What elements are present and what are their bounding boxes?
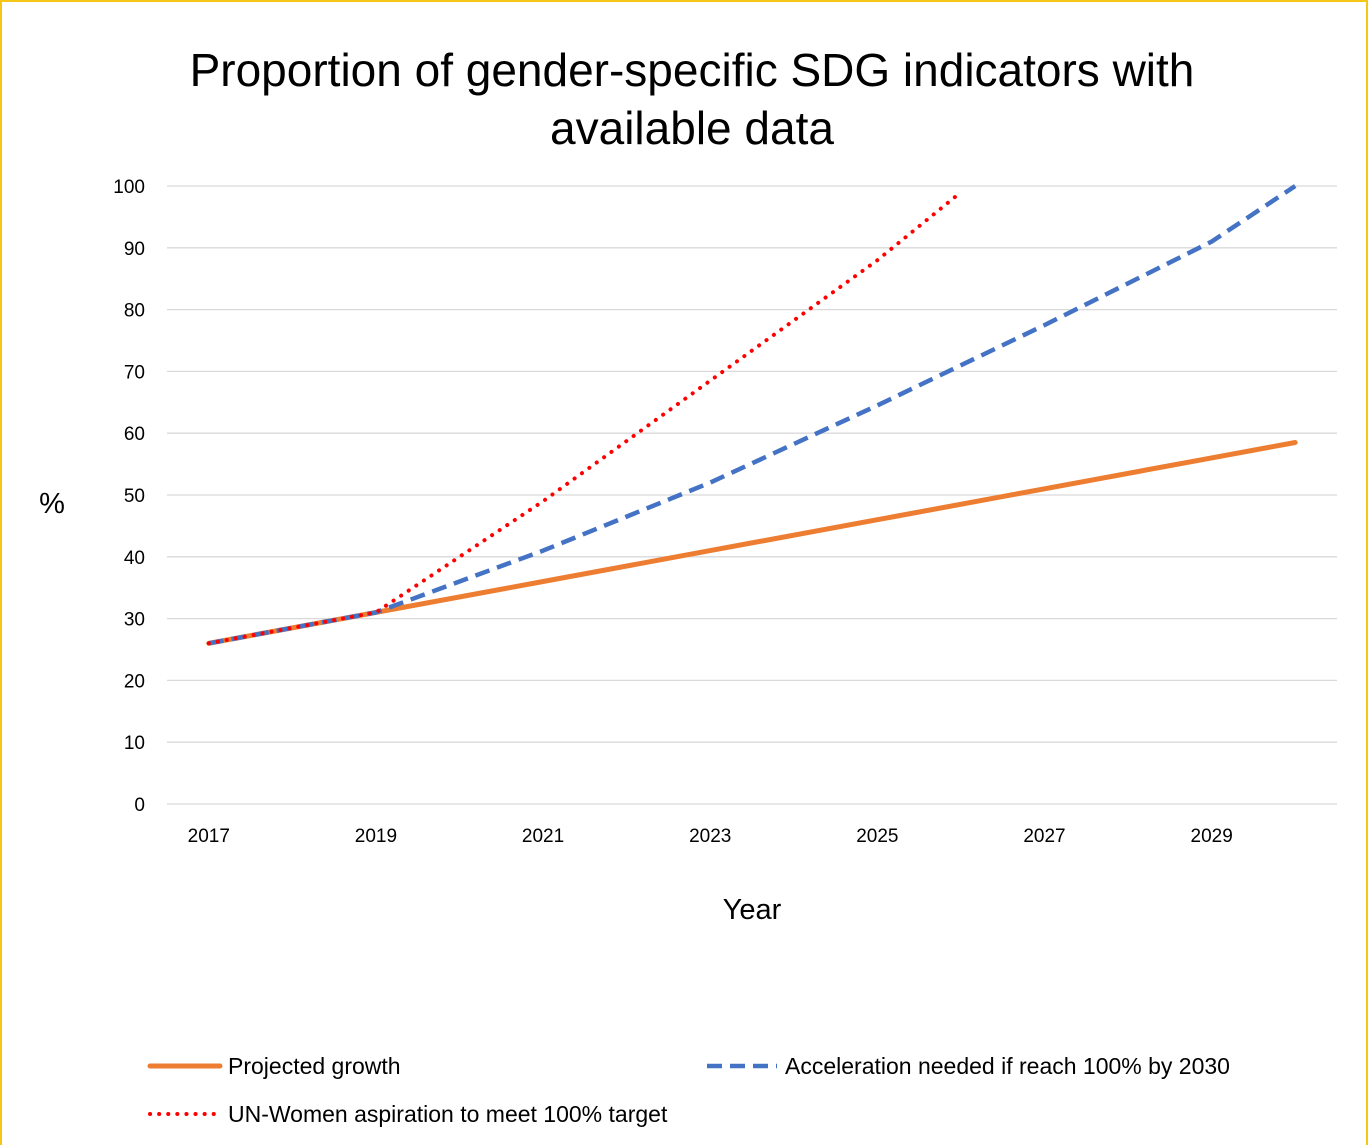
- series-line-1: [206, 440, 1298, 646]
- x-tick-label: 2025: [856, 826, 898, 847]
- chart-title: Proportion of gender-specific SDG indica…: [190, 44, 1195, 154]
- y-tick-label: 100: [113, 177, 145, 198]
- x-tick-label: 2021: [522, 826, 564, 847]
- legend-item: Projected growth: [147, 1053, 401, 1079]
- x-axis-title: Year: [723, 894, 782, 926]
- y-axis-ticks: 0 10 20 30 40 50 60 70 80 90 100: [113, 177, 145, 816]
- y-tick-label: 20: [124, 671, 145, 692]
- legend-item: Acceleration needed if reach 100% by 203…: [707, 1053, 1230, 1079]
- x-tick-label: 2027: [1023, 826, 1065, 847]
- legend-label: Projected growth: [228, 1053, 401, 1079]
- y-tick-label: 30: [124, 610, 145, 631]
- x-axis-ticks: 2017 2019 2021 2023 2025 2027 2029: [188, 826, 1233, 847]
- chart-title-line: Proportion of gender-specific SDG indica…: [190, 44, 1195, 96]
- legend: Projected growth Acceleration needed if r…: [147, 1053, 1230, 1127]
- x-tick-label: 2029: [1191, 826, 1233, 847]
- series-line-2: [208, 184, 1297, 646]
- y-tick-label: 50: [124, 486, 145, 507]
- y-tick-label: 40: [124, 548, 145, 569]
- series-line-3: [206, 190, 963, 646]
- y-tick-label: 60: [124, 424, 145, 445]
- y-tick-label: 0: [134, 795, 145, 816]
- x-tick-label: 2019: [355, 826, 397, 847]
- gridlines: [167, 185, 1337, 805]
- y-axis-title: %: [39, 488, 65, 520]
- y-tick-label: 90: [124, 239, 145, 260]
- y-tick-label: 10: [124, 733, 145, 754]
- y-tick-label: 70: [124, 362, 145, 383]
- series-lines: [206, 184, 1298, 646]
- chart-title-line: available data: [550, 102, 834, 154]
- legend-label: Acceleration needed if reach 100% by 203…: [785, 1053, 1230, 1079]
- y-tick-label: 80: [124, 301, 145, 322]
- legend-label: UN-Women aspiration to meet 100% target: [228, 1101, 668, 1127]
- x-tick-label: 2017: [188, 826, 230, 847]
- legend-item: UN-Women aspiration to meet 100% target: [148, 1101, 668, 1127]
- x-tick-label: 2023: [689, 826, 731, 847]
